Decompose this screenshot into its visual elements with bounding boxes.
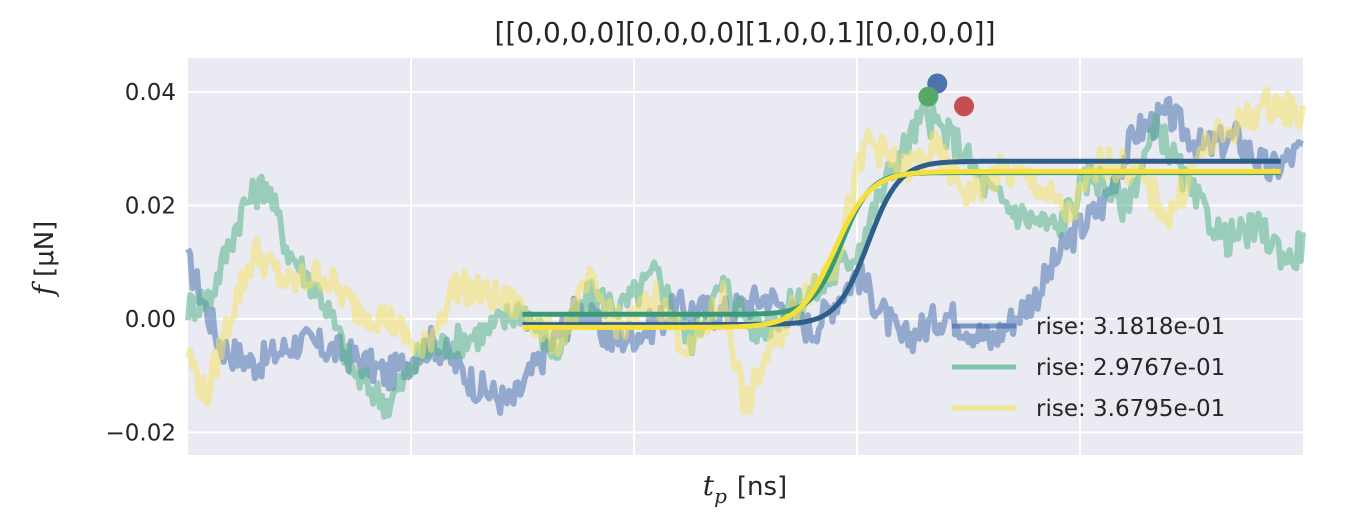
y-axis-label-main: f xyxy=(27,280,60,297)
y-tick-label: 0.02 xyxy=(125,193,176,219)
x-axis-label: tp [ns] xyxy=(703,469,787,508)
y-tick-label: 0.00 xyxy=(125,307,176,333)
legend-label-series-2: rise: 2.9767e-01 xyxy=(1036,355,1225,381)
series-layer xyxy=(185,86,1306,420)
y-tick-label: 0.04 xyxy=(125,80,176,106)
x-axis-label-sub: p xyxy=(714,484,727,508)
peak-marker-series-2 xyxy=(918,86,939,107)
legend: rise: 3.1818e-01 rise: 2.9767e-01 rise: 3.… xyxy=(952,314,1225,422)
chart-title: [[0,0,0,0][0,0,0,0][1,0,0,1][0,0,0,0]] xyxy=(494,16,995,49)
peak-marker-series-3 xyxy=(954,96,975,117)
legend-label-series-3: rise: 3.6795e-01 xyxy=(1036,396,1225,422)
y-tick-labels: −0.02 0.00 0.02 0.04 xyxy=(106,80,176,446)
x-axis-label-unit: [ns] xyxy=(737,472,787,502)
fit-line-series-3 xyxy=(522,168,1281,330)
legend-label-series-1: rise: 3.1818e-01 xyxy=(1036,314,1225,340)
y-tick-label: −0.02 xyxy=(106,420,176,446)
y-axis-label: f [μN] xyxy=(27,221,60,298)
x-axis-label-main: t xyxy=(703,469,715,502)
fit-line-series-1 xyxy=(522,158,1281,328)
peak-markers xyxy=(918,73,975,117)
y-axis-label-unit: [μN] xyxy=(30,221,60,277)
